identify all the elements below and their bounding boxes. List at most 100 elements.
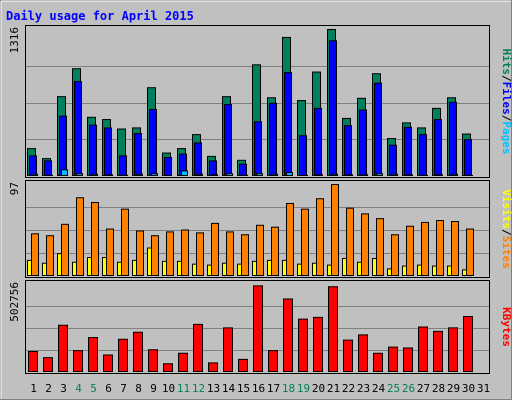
bar-pages-day-21 <box>332 174 338 175</box>
bar-kbytes-day-16 <box>254 286 263 372</box>
bar-kbytes-day-5 <box>89 337 98 371</box>
bar-sites-day-11 <box>182 230 189 275</box>
day-label-28: 28 <box>432 382 445 395</box>
bar-files-day-1 <box>30 156 37 176</box>
day-label-17: 17 <box>267 382 280 395</box>
y-axis-max-label: 1316 <box>8 27 21 54</box>
day-label-22: 22 <box>342 382 355 395</box>
bar-pages-day-9 <box>152 174 158 176</box>
day-label-21: 21 <box>327 382 340 395</box>
bar-files-day-3 <box>60 116 67 175</box>
bar-pages-day-24 <box>377 174 383 176</box>
bar-kbytes-day-10 <box>164 364 173 372</box>
bar-sites-day-13 <box>212 223 219 275</box>
bar-pages-day-4 <box>77 174 83 176</box>
bar-files-day-9 <box>150 109 157 175</box>
bar-kbytes-day-4 <box>74 351 83 372</box>
bar-sites-day-5 <box>92 203 99 276</box>
day-label-20: 20 <box>312 382 325 395</box>
day-label-2: 2 <box>45 382 52 395</box>
bar-sites-day-9 <box>152 236 159 276</box>
bar-pages-day-17 <box>272 174 278 175</box>
bar-files-day-7 <box>120 156 127 176</box>
bar-sites-day-2 <box>47 236 54 276</box>
bar-kbytes-day-29 <box>449 328 458 372</box>
bar-pages-day-6 <box>107 175 113 176</box>
bar-pages-day-11 <box>182 171 188 176</box>
bar-kbytes-day-6 <box>104 355 113 372</box>
bar-files-day-22 <box>345 126 352 176</box>
day-label-3: 3 <box>60 382 67 395</box>
legend-label: Visits/Sites <box>500 189 512 269</box>
bar-files-day-13 <box>210 161 217 176</box>
bar-kbytes-day-2 <box>44 358 53 372</box>
bar-kbytes-day-1 <box>29 351 38 371</box>
bar-kbytes-day-18 <box>284 299 293 372</box>
y-axis-max-label: 97 <box>8 182 21 195</box>
day-label-31: 31 <box>477 382 490 395</box>
day-label-4: 4 <box>75 382 82 395</box>
bar-kbytes-day-22 <box>344 340 353 371</box>
bar-pages-day-25 <box>392 174 398 175</box>
bar-kbytes-day-7 <box>119 339 128 371</box>
legend-visits: Visits <box>500 189 512 229</box>
bar-kbytes-day-13 <box>209 363 218 372</box>
day-label-23: 23 <box>357 382 370 395</box>
day-label-7: 7 <box>120 382 127 395</box>
legend-label: KBytes <box>500 307 512 347</box>
day-label-1: 1 <box>30 382 37 395</box>
bar-pages-day-26 <box>407 175 413 176</box>
bar-files-day-27 <box>420 135 427 176</box>
bar-pages-day-3 <box>62 170 68 176</box>
day-label-25: 25 <box>387 382 400 395</box>
bar-files-day-16 <box>255 122 262 176</box>
legend-kbytes: KBytes <box>500 307 512 347</box>
bar-kbytes-day-8 <box>134 332 143 371</box>
day-label-29: 29 <box>447 382 460 395</box>
bar-files-day-28 <box>435 120 442 176</box>
bar-pages-day-12 <box>197 174 203 175</box>
bar-sites-day-7 <box>122 209 129 275</box>
day-label-30: 30 <box>462 382 475 395</box>
bar-files-day-18 <box>285 73 292 176</box>
bar-files-day-6 <box>105 128 112 176</box>
bar-pages-day-23 <box>362 175 368 176</box>
bar-pages-day-8 <box>137 174 143 175</box>
bar-sites-day-15 <box>242 235 249 276</box>
bar-pages-day-18 <box>287 173 293 176</box>
day-label-8: 8 <box>135 382 142 395</box>
bar-kbytes-day-23 <box>359 335 368 372</box>
bar-sites-day-14 <box>227 232 234 276</box>
legend-label: Hits/Files/Pages <box>500 49 512 155</box>
day-label-14: 14 <box>222 382 236 395</box>
bar-kbytes-day-26 <box>404 348 413 372</box>
bar-sites-day-4 <box>77 198 84 276</box>
bar-sites-day-30 <box>467 229 474 275</box>
day-label-9: 9 <box>150 382 157 395</box>
bar-kbytes-day-30 <box>464 316 473 371</box>
bar-kbytes-day-17 <box>269 351 278 372</box>
legend-hits: Hits <box>500 49 512 76</box>
day-label-13: 13 <box>207 382 220 395</box>
bar-sites-day-24 <box>377 219 384 276</box>
day-label-24: 24 <box>372 382 386 395</box>
day-label-18: 18 <box>282 382 295 395</box>
bar-sites-day-12 <box>197 233 204 276</box>
bar-kbytes-day-19 <box>299 319 308 371</box>
bar-sites-day-17 <box>272 227 279 275</box>
bar-files-day-26 <box>405 127 412 175</box>
legend-pages: Pages <box>500 121 512 154</box>
bar-pages-day-14 <box>227 174 233 176</box>
bar-pages-day-29 <box>452 174 458 175</box>
bar-sites-day-8 <box>137 231 144 276</box>
bar-files-day-24 <box>375 83 382 175</box>
bar-kbytes-day-15 <box>239 359 248 371</box>
day-label-11: 11 <box>177 382 190 395</box>
bar-kbytes-day-9 <box>149 350 158 372</box>
bar-kbytes-day-3 <box>59 325 68 371</box>
bar-sites-day-23 <box>362 214 369 276</box>
day-label-6: 6 <box>105 382 112 395</box>
bar-files-day-15 <box>240 164 247 175</box>
